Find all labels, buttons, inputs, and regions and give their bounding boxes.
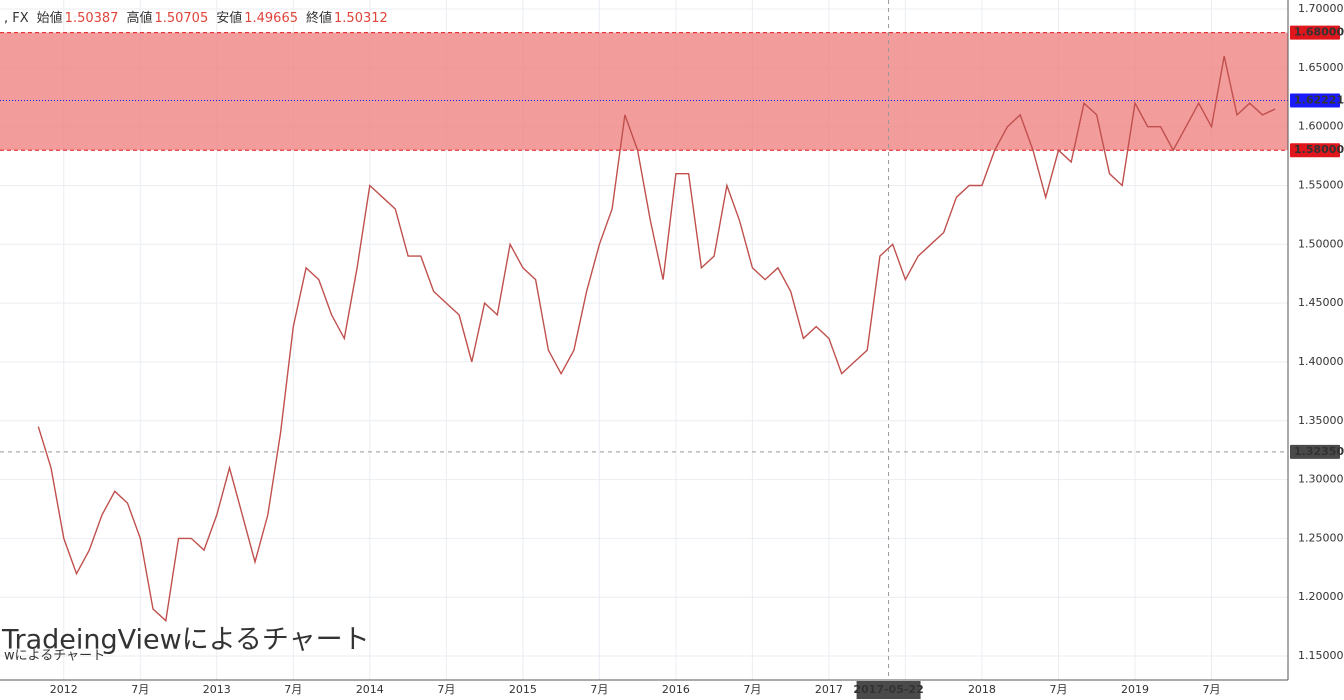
x-tick-label: 7月 [1202, 683, 1220, 696]
x-tick-label: 2016 [662, 683, 690, 696]
y-tick-label: 1.35000 [1298, 414, 1344, 427]
y-tick-label: 1.40000 [1298, 355, 1344, 368]
x-tick-label: 2019 [1121, 683, 1149, 696]
watermark: TradeingViewによるチャート [1, 625, 370, 656]
x-tick-label: 2017 [815, 683, 843, 696]
zone [0, 32, 1288, 151]
header: , FX 始値 1.50387 高値 1.50705 安値 1.49665 終値 1.50312 [4, 10, 388, 26]
watermark-small: wによるチャート [4, 649, 105, 664]
y-tick-label: 1.70000 [1298, 2, 1344, 15]
header-high_label: 高値 [126, 10, 152, 26]
y-tick-label: 1.25000 [1298, 531, 1344, 544]
x-tick-label: 7月 [743, 683, 761, 696]
header-open_label: 始値 [37, 10, 63, 26]
y-tick-label: 1.30000 [1298, 473, 1344, 486]
price-tag-label: 1.68000 [1294, 26, 1344, 39]
header-high: 1.50705 [154, 11, 208, 26]
x-tick-label: 2014 [356, 683, 384, 696]
header-low: 1.49665 [244, 11, 298, 26]
crosshair-x-label: 2017-05-22 [853, 683, 923, 696]
x-tick-label: 2012 [50, 683, 78, 696]
x-tick-label: 7月 [590, 683, 608, 696]
y-tick-label: 1.55000 [1298, 178, 1344, 191]
x-tick-label: 7月 [284, 683, 302, 696]
x-axis-band [0, 680, 1344, 700]
y-tick-label: 1.45000 [1298, 296, 1344, 309]
price-tag [1290, 25, 1340, 40]
header-close: 1.50312 [334, 11, 388, 26]
price-tag-label: 1.32350 [1294, 445, 1344, 458]
x-tick-label: 2018 [968, 683, 996, 696]
x-tick-label: 2015 [509, 683, 537, 696]
x-tick-label: 7月 [131, 683, 149, 696]
header-symbol: , FX [4, 11, 29, 26]
price-tag [1290, 143, 1340, 158]
x-tick-label: 2013 [203, 683, 231, 696]
price-tag [1290, 93, 1340, 108]
header-open: 1.50387 [65, 11, 119, 26]
price-line [37, 55, 1276, 623]
y-tick-label: 1.60000 [1298, 120, 1344, 133]
header-close_label: 終値 [306, 10, 332, 26]
price-tag-label: 1.62221 [1294, 94, 1344, 107]
header-low_label: 安値 [216, 10, 242, 26]
y-tick-label: 1.50000 [1298, 237, 1344, 250]
x-tick-label: 7月 [1049, 683, 1067, 696]
crosshair-x-box [856, 681, 921, 699]
y-axis-band [1288, 0, 1344, 700]
y-tick-label: 1.65000 [1298, 61, 1344, 74]
y-tick-label: 1.15000 [1298, 649, 1344, 662]
x-tick-label: 7月 [437, 683, 455, 696]
price-tag-label: 1.58000 [1294, 143, 1344, 156]
y-tick-label: 1.20000 [1298, 590, 1344, 603]
price-tag [1290, 444, 1340, 459]
